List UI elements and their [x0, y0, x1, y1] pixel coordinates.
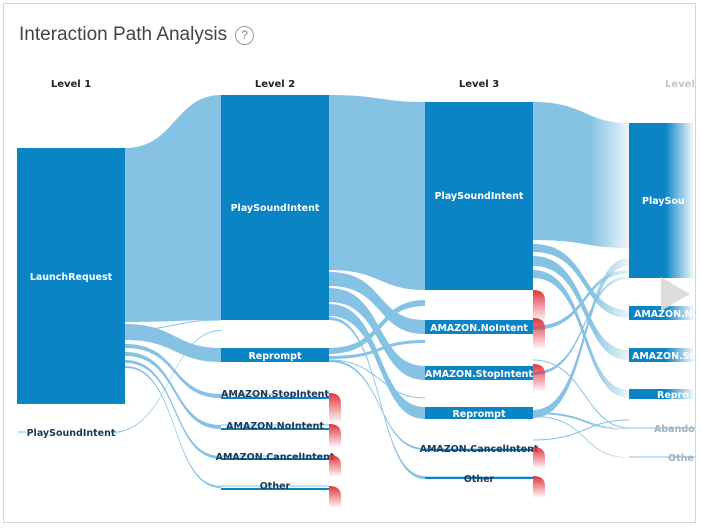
dropoff-l2-cancel: [329, 455, 341, 477]
node-l2-cancel[interactable]: [221, 458, 329, 460]
node-launchrequest-label: LaunchRequest: [30, 272, 113, 283]
node-l4-playsoundintent[interactable]: [629, 123, 695, 278]
scroll-right-arrow-icon[interactable]: [661, 277, 690, 311]
level-2-nodes: PlaySoundIntent Reprompt AMAZON.StopInte…: [216, 95, 341, 508]
node-l4-reprompt-label: Repro: [657, 390, 689, 401]
level-1-label: Level 1: [51, 79, 91, 90]
level-3-nodes: PlaySoundIntent AMAZON.NoIntent AMAZON.S…: [420, 102, 545, 498]
dropoff-l2-stop: [329, 393, 341, 423]
level-1-nodes: LaunchRequest PlaySoundIntent: [17, 148, 125, 439]
level-3-label: Level 3: [459, 79, 499, 90]
node-l3-other[interactable]: [425, 477, 533, 479]
dropoff-l3-no: [533, 318, 545, 350]
flow-launch-to-stop[interactable]: [125, 344, 221, 398]
node-l2-no-label: AMAZON.NoIntent: [226, 421, 324, 432]
flow-l3play-to-l4reprompt[interactable]: [533, 270, 629, 398]
node-l3-other-label: Other: [464, 474, 495, 485]
dropoff-l2-no: [329, 424, 341, 448]
node-l2-playsoundintent[interactable]: [221, 95, 329, 320]
flow-l3play-to-l4b[interactable]: [533, 256, 629, 360]
node-l4-amazon-n-label: AMAZON.N: [634, 309, 693, 320]
dropoff-l3-cancel: [533, 447, 545, 469]
flows-level1-level2: [111, 95, 221, 488]
flow-reprompt-to-play[interactable]: [329, 300, 425, 354]
node-l2-other-label: Other: [260, 481, 291, 492]
node-l3-reprompt[interactable]: [425, 407, 533, 419]
node-l3-stop[interactable]: [425, 366, 533, 380]
node-l2-reprompt-label: Reprompt: [248, 351, 301, 362]
flows-level3-level4: [533, 102, 629, 458]
level-4-label: Level: [665, 79, 695, 90]
node-l3-no[interactable]: [425, 320, 533, 334]
dropoff-l3-other: [533, 476, 545, 498]
node-l1-playsoundintent-label[interactable]: PlaySoundIntent: [27, 428, 116, 439]
node-l4-amazon-st[interactable]: [629, 348, 695, 362]
dropoff-l3-play: [533, 290, 545, 322]
node-l2-cancel-label: AMAZON.CancelIntent: [216, 452, 335, 463]
node-l4-reprompt[interactable]: [629, 389, 695, 399]
node-l3-no-label: AMAZON.NoIntent: [430, 323, 528, 334]
flow-launch-to-other[interactable]: [125, 366, 221, 488]
flow-l3play-to-l4a[interactable]: [533, 244, 629, 318]
flow-reprompt-to-no[interactable]: [329, 340, 425, 359]
node-l3-cancel[interactable]: [425, 449, 533, 451]
dropoff-l3-stop: [533, 364, 545, 392]
node-launchrequest[interactable]: [17, 148, 125, 404]
level-2-label: Level 2: [255, 79, 295, 90]
node-l3-playsoundintent-label: PlaySoundIntent: [435, 191, 524, 202]
panel-header: Interaction Path Analysis ?: [19, 24, 255, 46]
flow-l3play-to-l4play[interactable]: [533, 102, 629, 248]
node-l3-cancel-label: AMAZON.CancelIntent: [420, 444, 539, 455]
flow-l3reprompt-to-abandon[interactable]: [533, 412, 629, 430]
node-l2-stop-label: AMAZON.StopIntent: [221, 389, 329, 400]
dropoff-l2-other: [329, 486, 341, 508]
node-l4-other-label: Othe: [668, 453, 694, 464]
flow-launch-to-reprompt[interactable]: [125, 324, 221, 362]
node-l4-playsoundintent-label: PlaySou: [642, 196, 685, 207]
node-l2-no[interactable]: [221, 428, 329, 430]
flow-play-to-reprompt[interactable]: [329, 304, 425, 419]
flow-play-to-no[interactable]: [329, 272, 425, 334]
help-icon[interactable]: ?: [235, 25, 255, 45]
node-l4-amazon-n[interactable]: [629, 306, 695, 320]
node-l2-stop[interactable]: [221, 397, 329, 399]
flow-play-to-stop[interactable]: [329, 288, 425, 380]
page-title: Interaction Path Analysis: [19, 24, 228, 45]
node-l2-reprompt[interactable]: [221, 348, 329, 362]
level-4-nodes: PlaySou AMAZON.N AMAZON.St Repro Abando …: [629, 123, 695, 464]
flow-play-to-play[interactable]: [329, 95, 425, 290]
flow-launch-to-cancel[interactable]: [125, 360, 221, 459]
node-l2-playsoundintent-label: PlaySoundIntent: [231, 203, 320, 214]
node-l3-playsoundintent[interactable]: [425, 102, 533, 290]
flow-l3reprompt-to-other[interactable]: [533, 416, 629, 458]
node-l4-abandon-label: Abando: [654, 424, 695, 435]
node-l3-stop-label: AMAZON.StopIntent: [425, 369, 533, 380]
flows-level2-level3: [329, 95, 425, 479]
node-l3-reprompt-label: Reprompt: [452, 409, 505, 420]
node-l4-amazon-st-label: AMAZON.St: [632, 351, 695, 362]
flow-launch-to-play[interactable]: [125, 95, 221, 322]
node-l2-other[interactable]: [221, 488, 329, 490]
